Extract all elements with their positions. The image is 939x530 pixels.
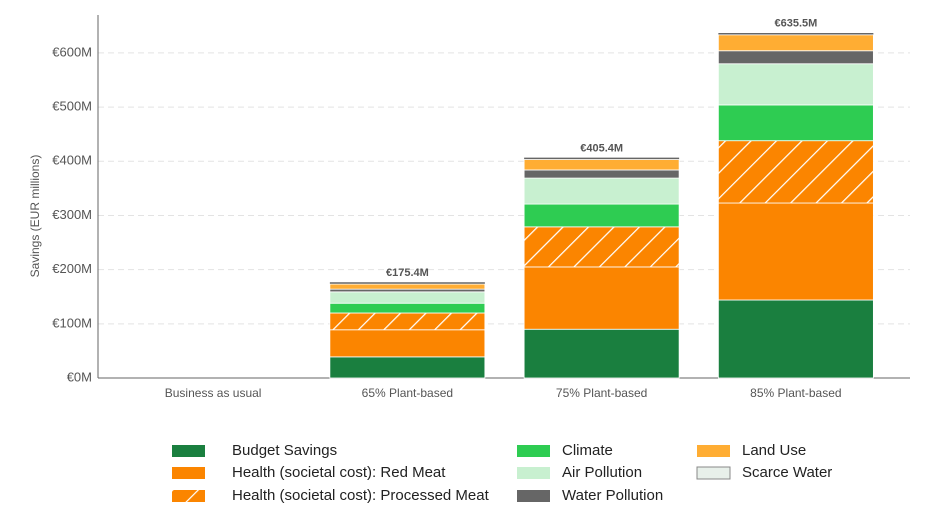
legend-swatch <box>172 467 205 479</box>
legend-swatch <box>517 445 550 457</box>
bar-segment <box>523 169 680 179</box>
bar-segment <box>329 291 486 304</box>
y-tick-label: €0M <box>67 369 92 384</box>
total-label: €175.4M <box>386 267 429 279</box>
bar-segment <box>523 159 680 171</box>
legend-swatch <box>697 445 730 457</box>
y-tick-label: €500M <box>52 99 92 114</box>
bar-segment <box>717 140 874 204</box>
legend-label: Land Use <box>742 442 806 459</box>
legend-label: Budget Savings <box>232 442 337 459</box>
legend-label: Air Pollution <box>562 464 642 481</box>
bar-segment <box>329 283 486 290</box>
x-tick-label: Business as usual <box>165 386 262 400</box>
y-tick-label: €400M <box>52 153 92 168</box>
bar-segment <box>717 34 874 52</box>
legend-swatch <box>517 490 550 502</box>
y-tick-label: €600M <box>52 44 92 59</box>
legend-swatch <box>517 467 550 479</box>
total-label: €405.4M <box>580 142 623 154</box>
legend-swatch <box>172 445 205 457</box>
bar-segment <box>523 226 680 268</box>
bar-segment <box>523 266 680 330</box>
bar-segment <box>329 312 486 331</box>
legend-swatch <box>696 466 731 480</box>
bar-segment <box>329 288 486 293</box>
bar-segment <box>329 329 486 358</box>
legend-label: Health (societal cost): Processed Meat <box>232 487 490 504</box>
legend-label: Health (societal cost): Red Meat <box>232 464 446 481</box>
bar-segment <box>717 299 874 379</box>
bar-segment <box>717 104 874 142</box>
y-axis-label: Savings (EUR millions) <box>28 155 42 278</box>
bar-segment <box>717 50 874 65</box>
x-tick-label: 85% Plant-based <box>750 386 841 400</box>
x-tick-label: 65% Plant-based <box>362 386 453 400</box>
bar-segment <box>523 177 680 205</box>
bar-segment <box>329 356 486 379</box>
y-tick-label: €200M <box>52 261 92 276</box>
y-tick-label: €300M <box>52 207 92 222</box>
bar-segment <box>717 63 874 106</box>
legend-label: Water Pollution <box>562 487 663 504</box>
bar-segment <box>717 202 874 301</box>
legend-label: Climate <box>562 442 613 459</box>
legend-label: Scarce Water <box>742 464 832 481</box>
legend-swatch <box>172 490 205 502</box>
x-tick-label: 75% Plant-based <box>556 386 647 400</box>
bar-segment <box>329 302 486 314</box>
y-tick-label: €100M <box>52 315 92 330</box>
total-label: €635.5M <box>774 18 817 30</box>
bar-segment <box>523 328 680 379</box>
bar-segment <box>523 203 680 228</box>
